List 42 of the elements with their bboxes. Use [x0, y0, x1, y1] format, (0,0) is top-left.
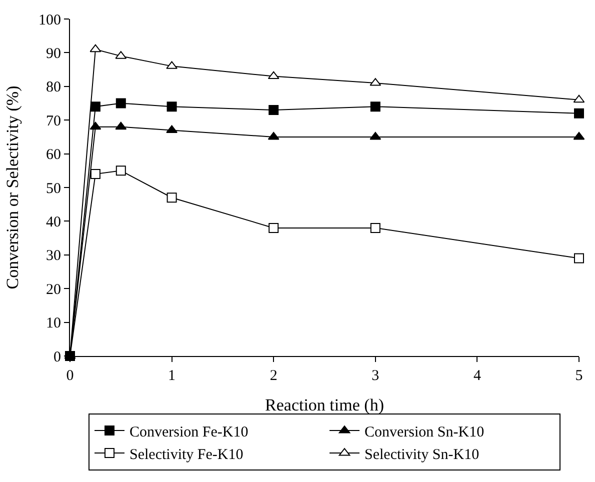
point	[115, 122, 127, 130]
y-tick-label: 60	[46, 147, 61, 164]
point	[574, 253, 584, 264]
y-tick-label: 20	[46, 282, 61, 298]
legend-label: Conversion Fe-K10	[130, 424, 248, 440]
point	[90, 102, 100, 112]
legend-label: Conversion Sn-K10	[364, 424, 484, 440]
x-axis-title: Reaction time (h)	[265, 395, 384, 414]
point	[166, 102, 177, 112]
point	[370, 102, 380, 112]
y-axis-title: Conversion or Selectivity (%)	[3, 86, 22, 290]
point	[573, 132, 585, 140]
y-tick-label: 80	[46, 80, 61, 96]
point	[116, 166, 126, 176]
y-tick-label: 0	[54, 349, 61, 366]
point	[268, 104, 279, 115]
point	[166, 192, 177, 203]
point	[370, 132, 382, 140]
x-tick-label: 2	[270, 368, 278, 384]
y-tick-label: 90	[46, 46, 61, 62]
y-tick-label: 10	[46, 316, 61, 332]
point	[90, 169, 100, 180]
y-tick-label: 50	[46, 180, 61, 197]
point	[268, 222, 279, 233]
y-tick-label: 40	[46, 214, 61, 230]
point	[90, 44, 102, 52]
y-tick-label: 30	[46, 248, 61, 264]
legend-label: Selectivity Sn-K10	[364, 446, 480, 463]
x-tick-label: 1	[168, 368, 176, 384]
x-tick-label: 5	[575, 368, 583, 384]
y-tick-label: 100	[38, 12, 61, 28]
y-tick-label: 70	[46, 113, 61, 130]
point	[370, 222, 380, 233]
point	[573, 94, 585, 103]
x-tick-label: 0	[66, 368, 74, 384]
legend-label: Selectivity Fe-K10	[130, 446, 244, 463]
point	[268, 132, 280, 140]
x-tick-label: 4	[473, 368, 482, 384]
point	[574, 108, 584, 118]
point	[268, 71, 280, 80]
point	[116, 98, 126, 108]
x-tick-label: 3	[372, 368, 380, 384]
